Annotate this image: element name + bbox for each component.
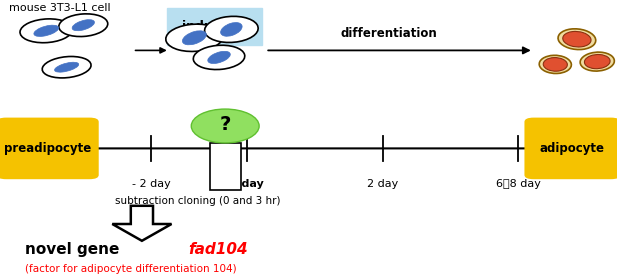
Text: 6～8 day: 6～8 day (496, 179, 540, 189)
Ellipse shape (59, 14, 108, 37)
FancyBboxPatch shape (0, 118, 99, 179)
Ellipse shape (543, 58, 568, 71)
Bar (210, 143, 241, 190)
Text: novel gene: novel gene (25, 242, 124, 257)
Ellipse shape (584, 55, 610, 69)
Text: ?: ? (220, 115, 231, 134)
Text: subtraction cloning (0 and 3 hr): subtraction cloning (0 and 3 hr) (115, 196, 280, 206)
Ellipse shape (558, 29, 596, 50)
Polygon shape (112, 206, 172, 241)
Ellipse shape (72, 20, 94, 31)
Ellipse shape (183, 31, 206, 45)
FancyBboxPatch shape (524, 118, 617, 179)
Text: differentiation: differentiation (341, 27, 437, 40)
Ellipse shape (580, 52, 615, 71)
Text: induction: induction (182, 20, 247, 33)
Ellipse shape (193, 45, 245, 69)
Ellipse shape (191, 109, 259, 143)
Ellipse shape (54, 62, 79, 72)
Text: fad104: fad104 (188, 242, 248, 257)
Ellipse shape (205, 16, 258, 43)
Ellipse shape (166, 24, 223, 52)
Text: - 2 day: - 2 day (132, 179, 170, 189)
Ellipse shape (208, 51, 230, 64)
Text: (factor for adipocyte differentiation 104): (factor for adipocyte differentiation 10… (25, 264, 236, 274)
Ellipse shape (221, 23, 242, 36)
Text: adipocyte: adipocyte (540, 142, 605, 155)
Ellipse shape (42, 57, 91, 78)
Ellipse shape (563, 31, 591, 47)
Text: mouse 3T3-L1 cell: mouse 3T3-L1 cell (9, 3, 111, 13)
Text: 0 day: 0 day (230, 179, 263, 189)
Text: preadipocyte: preadipocyte (4, 142, 91, 155)
Ellipse shape (34, 25, 59, 36)
FancyBboxPatch shape (167, 8, 262, 45)
Ellipse shape (539, 55, 571, 73)
Ellipse shape (20, 19, 73, 43)
Text: 2 day: 2 day (367, 179, 398, 189)
